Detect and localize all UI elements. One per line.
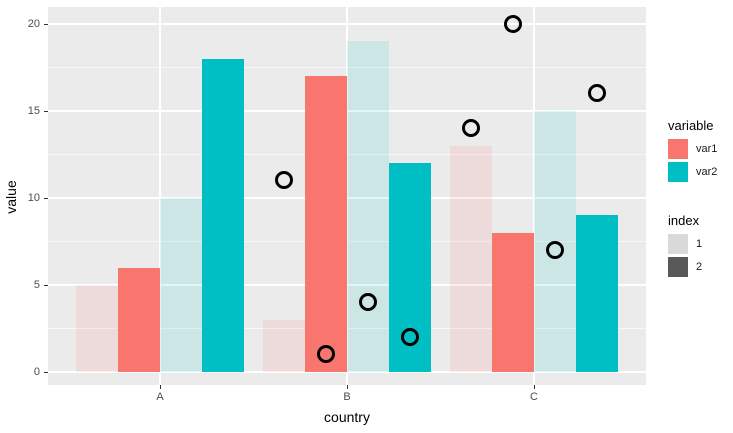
legend-key-label: 1 — [696, 238, 703, 250]
legend-swatch-icon — [668, 139, 688, 159]
bar-A-var1-index1 — [76, 285, 118, 372]
legend-swatch-icon — [668, 234, 688, 254]
y-tick-mark — [44, 372, 48, 373]
legend-key-label: var2 — [696, 166, 718, 178]
point-marker — [358, 292, 377, 311]
gridline-vertical — [159, 7, 161, 385]
bar-C-var2-index2 — [576, 215, 618, 372]
legend-key-label: var1 — [696, 143, 718, 155]
point-marker — [587, 84, 606, 103]
gridline-vertical — [533, 7, 535, 385]
point-marker — [316, 345, 335, 364]
y-tick-mark — [44, 198, 48, 199]
point-marker — [461, 118, 480, 137]
point-marker — [503, 14, 522, 33]
legend-spacer — [668, 185, 730, 213]
bar-A-var1-index2 — [118, 267, 160, 372]
y-tick-mark — [44, 24, 48, 25]
bar-B-var1-index1 — [263, 319, 305, 372]
gridline-vertical — [346, 7, 348, 385]
legend-key-label: 2 — [696, 261, 703, 273]
bar-A-var2-index2 — [202, 58, 244, 372]
x-axis-title: country — [324, 409, 370, 425]
x-tick-mark — [160, 385, 161, 389]
legend-title-variable: variable — [668, 118, 714, 133]
bar-C-var1-index1 — [450, 145, 492, 372]
legend-swatch-icon — [668, 162, 688, 182]
legend-title-index: index — [668, 213, 700, 228]
y-tick-mark — [44, 285, 48, 286]
plot-panel — [48, 7, 646, 385]
y-tick-label: 0 — [33, 366, 40, 378]
y-tick-mark — [44, 111, 48, 112]
y-tick-label: 10 — [27, 192, 40, 204]
legend: variable var1 var2 index 1 2 — [668, 118, 730, 280]
legend-key-variable-var2: var2 — [668, 162, 730, 182]
y-tick-label: 15 — [27, 105, 40, 117]
x-tick-mark — [534, 385, 535, 389]
bar-B-var1-index2 — [305, 76, 347, 372]
x-tick-label: C — [530, 391, 538, 403]
legend-key-index-1: 1 — [668, 234, 730, 254]
x-tick-mark — [347, 385, 348, 389]
bar-A-var2-index1 — [160, 198, 202, 372]
legend-swatch-icon — [668, 257, 688, 277]
point-marker — [274, 171, 293, 190]
point-marker — [400, 327, 419, 346]
point-marker — [545, 240, 564, 259]
legend-key-index-2: 2 — [668, 257, 730, 277]
bar-B-var2-index1 — [347, 41, 389, 372]
legend-key-variable-var1: var1 — [668, 139, 730, 159]
x-tick-label: B — [343, 391, 351, 403]
x-tick-label: A — [156, 391, 164, 403]
y-tick-label: 5 — [33, 279, 40, 291]
y-tick-label: 20 — [27, 18, 40, 30]
bar-C-var1-index2 — [492, 232, 534, 372]
